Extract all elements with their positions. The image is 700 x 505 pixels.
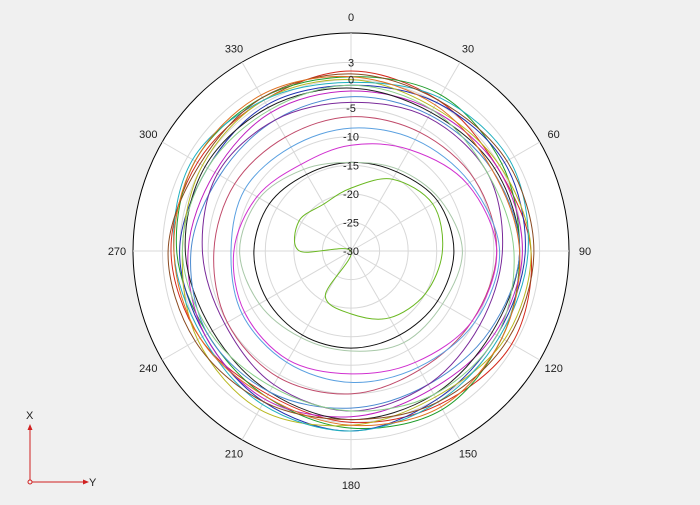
radial-tick-label: -30 (343, 246, 359, 258)
series-line-5 (187, 90, 523, 418)
radial-tick-label: -25 (343, 217, 359, 229)
radial-tick-label: -10 (343, 132, 359, 144)
angle-tick-label: 240 (139, 363, 157, 375)
origin-marker (27, 479, 33, 485)
series-line-12 (181, 84, 515, 412)
angular-gridline (350, 250, 541, 361)
radial-tick-label: 3 (348, 57, 354, 69)
series-line-10 (173, 75, 521, 427)
series-line-18 (294, 178, 444, 320)
series-line-15 (230, 127, 501, 383)
series-line-17 (239, 161, 463, 352)
angle-tick-label: 90 (579, 246, 591, 258)
series-line-13 (213, 116, 498, 395)
angle-tick-label: 0 (348, 12, 354, 24)
radial-tick-label: -5 (346, 103, 356, 115)
y-axis-label: Y (89, 477, 97, 489)
radial-tick-label: -20 (343, 189, 359, 201)
angular-gridline (350, 61, 461, 252)
series-line-6 (173, 81, 529, 432)
angle-tick-label: 270 (108, 246, 126, 258)
angular-gridline (241, 61, 352, 252)
radial-tick-label: -15 (343, 160, 359, 172)
x-axis-label: X (26, 410, 34, 422)
angular-gridline (350, 141, 541, 252)
series-line-8 (167, 73, 535, 421)
angle-tick-label: 300 (139, 129, 157, 141)
angle-tick-label: 60 (548, 129, 560, 141)
angular-gridline (241, 250, 352, 441)
angle-tick-label: 30 (462, 43, 474, 55)
series-line-14 (232, 143, 498, 375)
x-arrow-head-icon (27, 424, 33, 430)
angle-tick-label: 150 (459, 449, 477, 461)
angle-tick-label: 330 (225, 43, 243, 55)
angular-gridline (161, 250, 352, 361)
series-lines (167, 70, 535, 432)
series-line-16 (253, 161, 455, 349)
y-arrow-head-icon (83, 479, 89, 485)
angle-tick-label: 210 (225, 449, 243, 461)
angle-tick-label: 180 (342, 480, 360, 492)
axis-indicator: X Y (26, 410, 97, 489)
radial-tick-labels: 3 0 -5 -10 -15 -20 -25 -30 (343, 57, 359, 258)
radial-tick-label: 0 (348, 75, 354, 87)
angle-tick-label: 120 (544, 363, 562, 375)
angular-gridline (350, 250, 461, 441)
